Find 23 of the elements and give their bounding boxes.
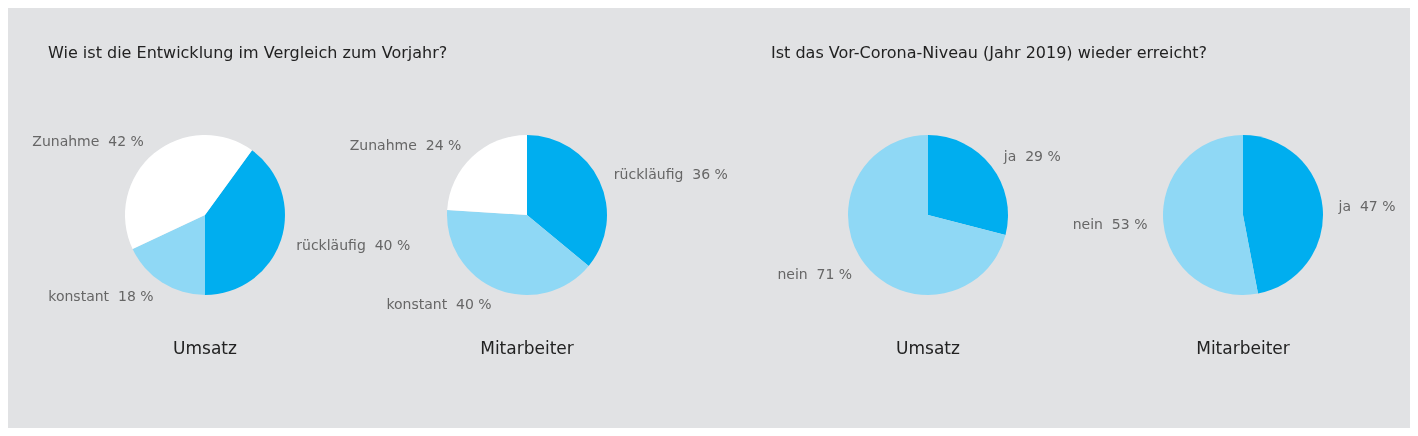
slice-label: Zunahme 42 %	[32, 132, 144, 149]
slice-label: nein 53 %	[1072, 215, 1148, 232]
slice-label: ja 47 %	[1337, 197, 1396, 214]
text: Umsatz	[173, 338, 238, 358]
pie-slice	[527, 135, 607, 266]
slice-label: ja 29 %	[1002, 148, 1061, 165]
pie-slice	[205, 150, 285, 295]
chart-title: Wie ist die Entwicklung im Vergleich zum Vorjahr?	[48, 43, 448, 62]
slice-label: Zunahme 24 %	[349, 136, 462, 153]
slice-label: rückläufig 36 %	[613, 166, 728, 183]
chart-title: Ist das Vor-Corona-Niveau (Jahr 2019) wieder erreicht?	[771, 43, 1208, 62]
slice-label: nein 71 %	[777, 265, 853, 282]
slice-label: rückläufig 40 %	[296, 236, 411, 253]
pie-slice	[447, 135, 527, 215]
text: Mitarbeiter	[1196, 338, 1290, 358]
pie-slice	[447, 209, 589, 295]
pie-slice	[125, 135, 253, 250]
slice-label: konstant 18 %	[48, 287, 154, 304]
pie-slice	[1243, 135, 1323, 294]
pie-slice	[1163, 135, 1258, 295]
text: Mitarbeiter	[480, 338, 574, 358]
slice-label: konstant 40 %	[386, 296, 492, 313]
text: Umsatz	[896, 338, 961, 358]
